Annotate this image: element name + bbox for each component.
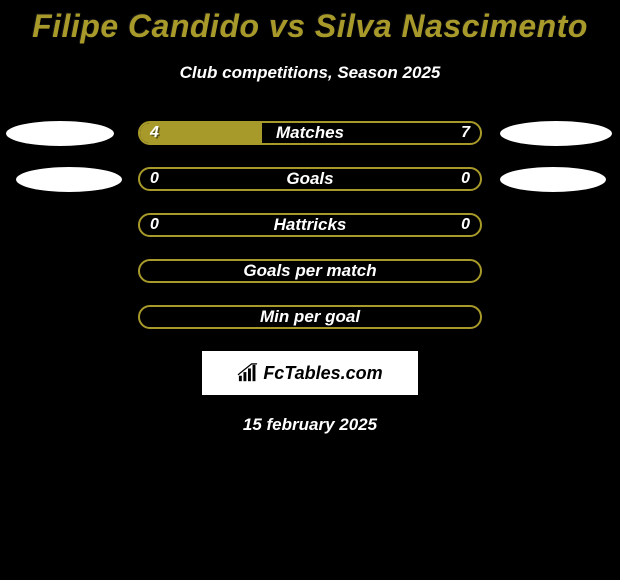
stat-rows: 4 Matches 7 0 Goals 0 0 Hattricks 0 bbox=[0, 121, 620, 329]
stat-label: Goals per match bbox=[243, 261, 376, 281]
player-ellipse-left bbox=[16, 167, 122, 192]
stat-value-left: 0 bbox=[150, 170, 159, 188]
player-ellipse-right bbox=[500, 121, 612, 146]
stat-bar: 0 Goals 0 bbox=[138, 167, 482, 191]
stat-label: Min per goal bbox=[260, 307, 360, 327]
stat-row: 4 Matches 7 bbox=[0, 121, 620, 145]
stat-value-left: 4 bbox=[150, 124, 159, 142]
bar-chart-icon bbox=[237, 363, 259, 383]
page-title: Filipe Candido vs Silva Nascimento bbox=[32, 8, 588, 45]
stat-bar: Min per goal bbox=[138, 305, 482, 329]
stat-label: Matches bbox=[276, 123, 344, 143]
subtitle: Club competitions, Season 2025 bbox=[180, 63, 441, 83]
stat-bar: Goals per match bbox=[138, 259, 482, 283]
stat-value-right: 7 bbox=[461, 124, 470, 142]
stat-row: Goals per match bbox=[0, 259, 620, 283]
infographic-container: Filipe Candido vs Silva Nascimento Club … bbox=[0, 0, 620, 435]
stat-bar: 4 Matches 7 bbox=[138, 121, 482, 145]
player-ellipse-left bbox=[6, 121, 114, 146]
stat-row: 0 Goals 0 bbox=[0, 167, 620, 191]
date-label: 15 february 2025 bbox=[243, 415, 377, 435]
stat-row: Min per goal bbox=[0, 305, 620, 329]
stat-bar: 0 Hattricks 0 bbox=[138, 213, 482, 237]
stat-value-right: 0 bbox=[461, 216, 470, 234]
stat-label: Hattricks bbox=[274, 215, 347, 235]
attribution-text: FcTables.com bbox=[263, 363, 382, 384]
stat-value-left: 0 bbox=[150, 216, 159, 234]
stat-label: Goals bbox=[286, 169, 333, 189]
player-ellipse-right bbox=[500, 167, 606, 192]
stat-value-right: 0 bbox=[461, 170, 470, 188]
attribution-logo: FcTables.com bbox=[202, 351, 418, 395]
stat-row: 0 Hattricks 0 bbox=[0, 213, 620, 237]
